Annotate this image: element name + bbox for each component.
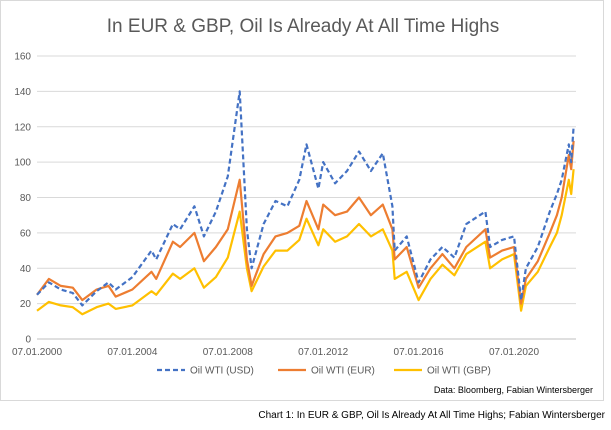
y-tick-label: 40 — [20, 264, 32, 275]
x-tick-label: 07.01.2000 — [12, 347, 62, 358]
legend: Oil WTI (USD) Oil WTI (EUR) Oil WTI (GBP) — [157, 366, 491, 377]
gridlines — [37, 55, 576, 340]
y-tick-label: 80 — [20, 193, 32, 204]
series-line-oil-wti-usd — [36, 90, 575, 307]
x-tick-label: 07.01.2008 — [203, 347, 253, 358]
y-tick-label: 0 — [25, 335, 31, 346]
line-chart: In EUR & GBP, Oil Is Already At All Time… — [12, 16, 593, 395]
y-axis: 0 20 40 60 80 100 120 140 160 — [14, 52, 31, 346]
chart-frame: In EUR & GBP, Oil Is Already At All Time… — [0, 0, 604, 401]
y-tick-label: 60 — [20, 228, 32, 239]
x-tick-label: 07.01.2016 — [394, 347, 444, 358]
y-tick-label: 100 — [14, 158, 31, 169]
legend-label: Oil WTI (USD) — [190, 366, 254, 377]
x-tick-label: 07.01.2012 — [298, 347, 348, 358]
x-tick-label: 07.01.2020 — [489, 347, 539, 358]
x-axis: 07.01.2000 07.01.2004 07.01.2008 07.01.2012… — [12, 338, 576, 358]
figure-caption: Chart 1: In EUR & GBP, Oil Is Already At… — [258, 410, 605, 421]
source-note: Data: Bloomberg, Fabian Wintersberger — [434, 385, 593, 395]
series-line-oil-wti-gbp — [36, 169, 575, 316]
x-tick-label: 07.01.2004 — [107, 347, 157, 358]
y-tick-label: 120 — [14, 122, 31, 133]
series-lines — [36, 90, 575, 316]
y-tick-label: 20 — [20, 299, 32, 310]
y-tick-label: 160 — [14, 52, 31, 63]
legend-label: Oil WTI (EUR) — [311, 366, 375, 377]
legend-label: Oil WTI (GBP) — [427, 366, 491, 377]
y-tick-label: 140 — [14, 87, 31, 98]
chart-title: In EUR & GBP, Oil Is Already At All Time… — [107, 16, 499, 37]
